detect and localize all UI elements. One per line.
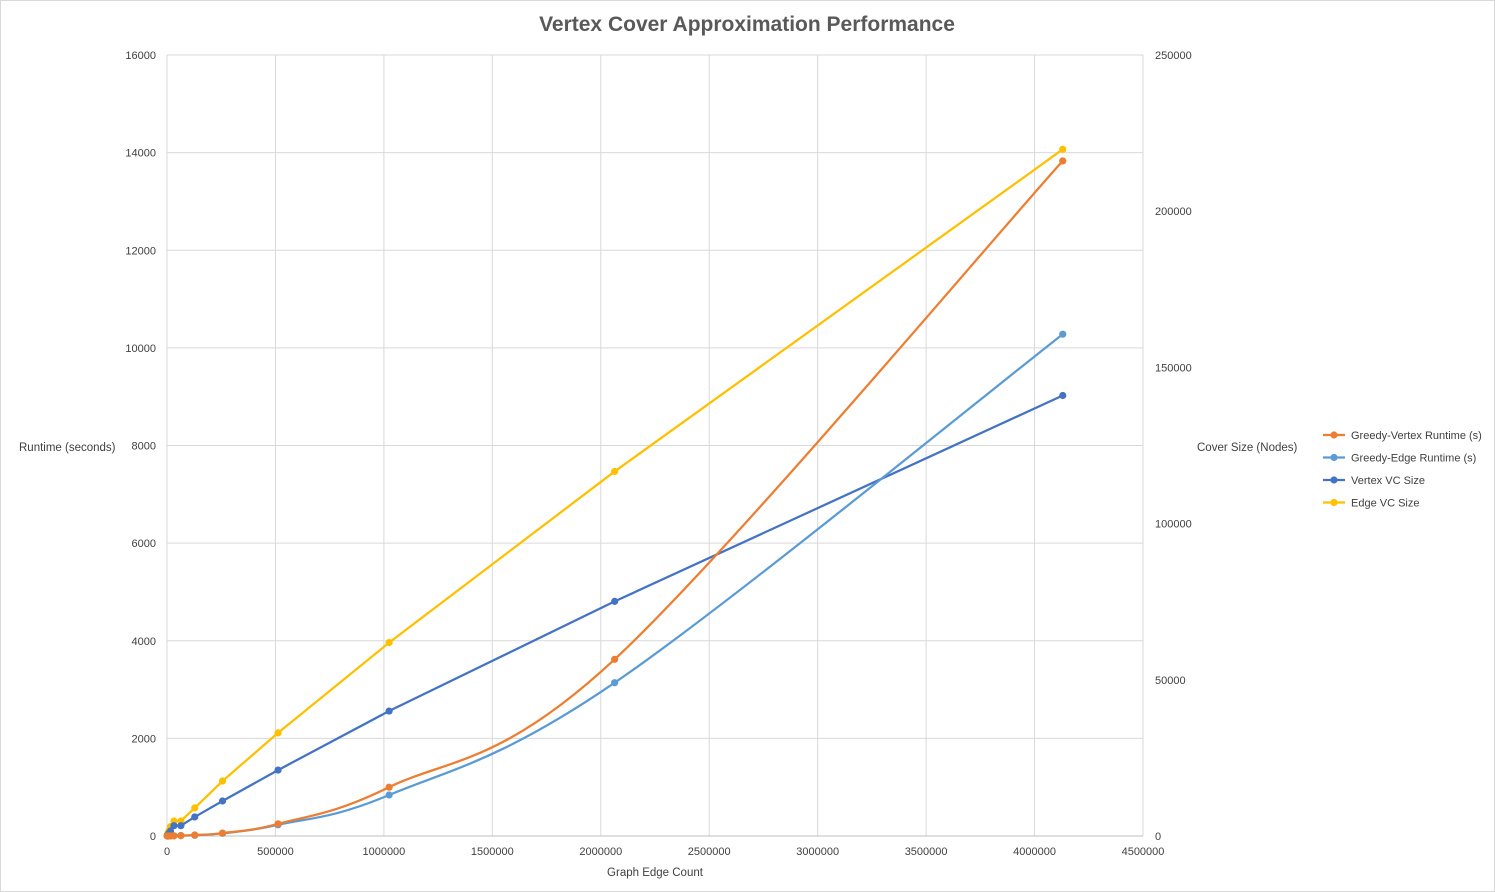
y-tick-label: 16000 [125, 50, 156, 62]
x-tick-label: 3000000 [796, 846, 839, 858]
series-greedy-edge-runtime-s [163, 330, 1067, 840]
series-line [166, 148, 1064, 836]
x-tick-label: 500000 [257, 846, 294, 858]
x-tick-label: 2000000 [579, 846, 622, 858]
data-point [611, 467, 619, 476]
data-point [1059, 157, 1067, 165]
data-point [1059, 145, 1067, 153]
legend-label: Greedy-Vertex Runtime (s) [1351, 430, 1482, 442]
x-tick-label: 0 [164, 846, 170, 858]
data-point [611, 655, 619, 663]
y2-tick-label: 200000 [1155, 206, 1192, 218]
data-point [1059, 391, 1067, 400]
series-edge-vc-size [163, 145, 1067, 839]
x-tick-label: 2500000 [688, 846, 731, 858]
legend: Greedy-Vertex Runtime (s) Greedy-Edge Run… [1323, 430, 1482, 510]
data-point [218, 777, 227, 785]
x-tick-label: 1500000 [471, 846, 514, 858]
data-point [385, 707, 393, 715]
series-line [166, 394, 1064, 837]
data-point [170, 832, 178, 840]
data-point [611, 679, 619, 687]
legend-item: Greedy-Edge Runtime (s) [1323, 453, 1476, 465]
data-point [274, 820, 282, 828]
y2-tick-label: 250000 [1155, 50, 1192, 62]
axes: 0 2000 4000 6000 8000 10000 12000 14000 16000 0 50… [125, 50, 1191, 858]
y2-tick-label: 100000 [1155, 519, 1192, 531]
y-axis-title: Runtime (seconds) [19, 442, 116, 454]
y2-tick-label: 0 [1155, 831, 1161, 843]
x-tick-label: 3500000 [905, 846, 948, 858]
data-point [177, 822, 185, 830]
legend-swatch-marker [1330, 476, 1338, 484]
data-point [385, 639, 393, 647]
data-point [177, 832, 185, 840]
y-tick-label: 0 [150, 831, 156, 843]
y-tick-label: 4000 [132, 636, 156, 648]
legend-item: Edge VC Size [1323, 498, 1419, 510]
chart-title: Vertex Cover Approximation Performance [539, 13, 955, 36]
legend-label: Greedy-Edge Runtime (s) [1351, 453, 1476, 465]
data-point [274, 729, 282, 737]
data-point [218, 829, 227, 837]
series-line [166, 333, 1064, 838]
legend-item: Greedy-Vertex Runtime (s) [1323, 430, 1482, 442]
legend-swatch-marker [1330, 453, 1338, 462]
series-line [166, 160, 1064, 838]
data-point [1059, 330, 1067, 338]
legend-swatch-marker [1330, 431, 1338, 439]
legend-label: Edge VC Size [1351, 498, 1419, 510]
y-tick-label: 12000 [125, 245, 156, 257]
y-tick-label: 8000 [132, 441, 156, 453]
legend-label: Vertex VC Size [1351, 475, 1425, 487]
data-point [385, 791, 393, 799]
x-tick-label: 1000000 [362, 846, 405, 858]
x-axis-title: Graph Edge Count [607, 867, 704, 879]
data-point [191, 831, 199, 839]
series-layer [163, 145, 1067, 840]
legend-swatch-marker [1330, 498, 1338, 507]
x-tick-label: 4500000 [1122, 846, 1165, 858]
y2-tick-label: 50000 [1155, 675, 1186, 687]
data-point [274, 766, 282, 774]
series-vertex-vc-size [163, 391, 1067, 840]
x-tick-label: 4000000 [1013, 846, 1056, 858]
y-tick-label: 6000 [132, 538, 156, 550]
data-point [385, 783, 393, 791]
y-tick-label: 10000 [125, 343, 156, 355]
data-point [191, 813, 199, 821]
y-tick-label: 14000 [125, 148, 156, 160]
legend-item: Vertex VC Size [1323, 475, 1425, 487]
gridlines [166, 54, 1144, 837]
y2-axis-title: Cover Size (Nodes) [1197, 442, 1298, 454]
data-point [170, 822, 178, 830]
data-point [218, 797, 227, 805]
data-point [611, 597, 619, 605]
series-greedy-vertex-runtime-s [163, 157, 1067, 840]
y2-tick-label: 150000 [1155, 362, 1192, 374]
y-tick-label: 2000 [132, 733, 156, 745]
data-point [191, 804, 199, 812]
